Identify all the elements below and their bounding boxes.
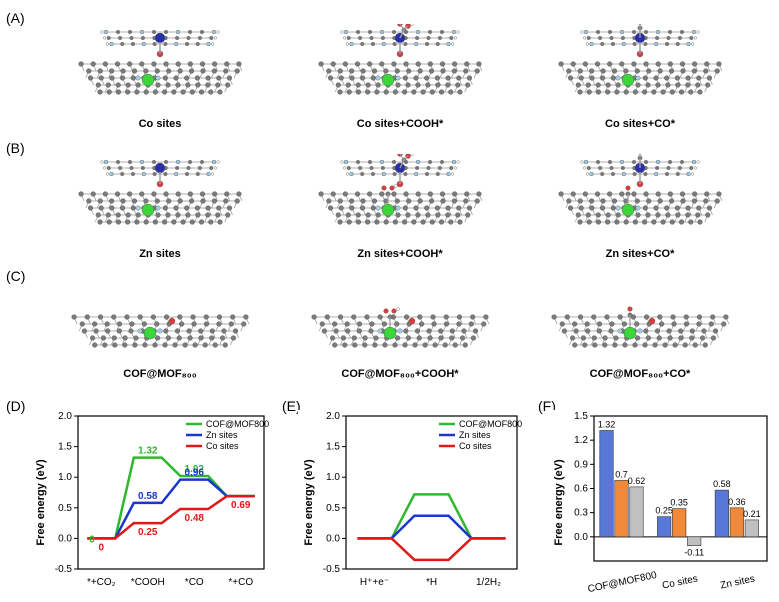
svg-text:Zn sites: Zn sites — [206, 430, 238, 440]
molecule-icon — [60, 24, 260, 114]
svg-text:0.5: 0.5 — [58, 503, 72, 514]
svg-text:Co sites: Co sites — [459, 441, 492, 451]
svg-text:0.5: 0.5 — [326, 503, 340, 514]
svg-text:0.96: 0.96 — [185, 468, 205, 479]
svg-text:*+CO: *+CO — [228, 577, 253, 588]
svg-text:0.25: 0.25 — [138, 527, 158, 538]
svg-text:1.32: 1.32 — [598, 420, 616, 430]
chart-e: -0.5 0.0 0.5 1.0 1.5 2.0 Free energy (eV) H⁺+e⁻… — [298, 410, 523, 595]
svg-text:0.58: 0.58 — [713, 479, 731, 489]
molecule-icon — [540, 154, 740, 244]
row-c: COF@MOF₈₀₀ COF@MOF₈₀₀+COOH* COF@MOF₈₀₀+C… — [40, 270, 760, 380]
svg-text:0.62: 0.62 — [628, 476, 646, 486]
svg-text:0.0: 0.0 — [58, 533, 72, 544]
model-a1-label: Co sites — [139, 118, 182, 130]
svg-text:Free energy (eV): Free energy (eV) — [303, 459, 315, 546]
model-c1: COF@MOF₈₀₀ — [60, 289, 260, 380]
model-a3-label: Co sites+CO* — [605, 118, 675, 130]
svg-text:1.0: 1.0 — [326, 472, 340, 483]
svg-text:Free energy (eV): Free energy (eV) — [35, 459, 47, 546]
svg-text:0.6: 0.6 — [574, 484, 588, 495]
svg-text:Zn sites: Zn sites — [719, 574, 756, 592]
svg-text:1.5: 1.5 — [574, 411, 588, 422]
svg-text:0.3: 0.3 — [574, 508, 588, 519]
svg-text:0.0: 0.0 — [574, 532, 588, 543]
svg-text:-0.11: -0.11 — [684, 548, 704, 558]
model-a2: Co sites+COOH* — [300, 24, 500, 130]
model-a1: Co sites — [60, 24, 260, 130]
panel-label-b: (B) — [6, 140, 25, 156]
svg-text:1.2: 1.2 — [574, 435, 588, 446]
svg-text:0: 0 — [89, 534, 95, 545]
model-a2-label: Co sites+COOH* — [357, 118, 444, 130]
molecule-icon — [60, 154, 260, 244]
chart-f-svg: 0.0 0.3 0.6 0.9 1.2 1.5 Free energy (eV) 1.32 0.… — [548, 410, 773, 595]
svg-text:0.21: 0.21 — [743, 509, 761, 519]
model-a3: Co sites+CO* — [540, 24, 740, 130]
svg-text:-0.5: -0.5 — [323, 564, 341, 575]
svg-text:0.7: 0.7 — [615, 469, 628, 479]
svg-text:COF@MOF800: COF@MOF800 — [206, 419, 269, 429]
molecule-icon — [300, 24, 500, 114]
model-c3: COF@MOF₈₀₀+CO* — [540, 289, 740, 380]
svg-text:1/2H₂: 1/2H₂ — [476, 577, 501, 588]
chart-d-svg: -0.5 0.0 0.5 1.0 1.5 2.0 Free energy (eV) *+CO₂… — [30, 410, 270, 595]
svg-text:0.69: 0.69 — [231, 500, 251, 511]
model-b3-label: Zn sites+CO* — [606, 248, 675, 260]
chart-e-svg: -0.5 0.0 0.5 1.0 1.5 2.0 Free energy (eV) H⁺+e⁻… — [298, 410, 523, 595]
svg-text:*+CO₂: *+CO₂ — [87, 577, 116, 588]
model-b2-label: Zn sites+COOH* — [357, 248, 442, 260]
model-b1: Zn sites — [60, 154, 260, 260]
svg-text:Zn sites: Zn sites — [459, 430, 491, 440]
svg-text:COF@MOF800: COF@MOF800 — [587, 570, 658, 595]
molecule-icon — [540, 289, 740, 364]
svg-text:0: 0 — [98, 542, 104, 553]
row-a: Co sites Co sites+COOH* Co sites+CO* — [40, 10, 760, 130]
model-b2: Zn sites+COOH* — [300, 154, 500, 260]
molecule-icon — [300, 289, 500, 364]
svg-text:-0.5: -0.5 — [55, 564, 73, 575]
row-b: Zn sites Zn sites+COOH* Zn sites+CO* — [40, 140, 760, 260]
model-b1-label: Zn sites — [139, 248, 181, 260]
svg-text:0.9: 0.9 — [574, 459, 588, 470]
model-c2: COF@MOF₈₀₀+COOH* — [300, 289, 500, 380]
molecule-icon — [540, 24, 740, 114]
svg-text:2.0: 2.0 — [58, 411, 72, 422]
svg-text:0.36: 0.36 — [728, 497, 746, 507]
svg-text:COF@MOF800: COF@MOF800 — [459, 419, 522, 429]
panel-label-d: (D) — [6, 398, 25, 414]
panel-label-a: (A) — [6, 10, 25, 26]
model-c2-label: COF@MOF₈₀₀+COOH* — [341, 368, 458, 380]
svg-text:Co sites: Co sites — [661, 573, 699, 591]
svg-text:H⁺+e⁻: H⁺+e⁻ — [360, 577, 389, 588]
svg-text:*CO: *CO — [185, 577, 204, 588]
chart-f: 0.0 0.3 0.6 0.9 1.2 1.5 Free energy (eV) 1.32 0.… — [548, 410, 773, 595]
svg-text:*COOH: *COOH — [131, 577, 165, 588]
model-c3-label: COF@MOF₈₀₀+CO* — [590, 368, 691, 380]
svg-text:*H: *H — [426, 577, 437, 588]
molecule-icon — [60, 289, 260, 364]
svg-text:Free energy (eV): Free energy (eV) — [553, 459, 565, 546]
svg-text:1.5: 1.5 — [326, 442, 340, 453]
svg-text:1.5: 1.5 — [58, 442, 72, 453]
svg-text:0.48: 0.48 — [185, 513, 205, 524]
panel-label-c: (C) — [6, 268, 25, 284]
chart-d: -0.5 0.0 0.5 1.0 1.5 2.0 Free energy (eV) *+CO₂… — [30, 410, 270, 595]
svg-text:1.32: 1.32 — [138, 446, 158, 457]
molecule-icon — [300, 154, 500, 244]
svg-text:Co sites: Co sites — [206, 441, 239, 451]
model-b3: Zn sites+CO* — [540, 154, 740, 260]
svg-text:0.58: 0.58 — [138, 491, 158, 502]
svg-text:1.0: 1.0 — [58, 472, 72, 483]
svg-text:2.0: 2.0 — [326, 411, 340, 422]
svg-text:0.0: 0.0 — [326, 533, 340, 544]
model-c1-label: COF@MOF₈₀₀ — [123, 368, 196, 380]
svg-text:0.35: 0.35 — [670, 498, 688, 508]
